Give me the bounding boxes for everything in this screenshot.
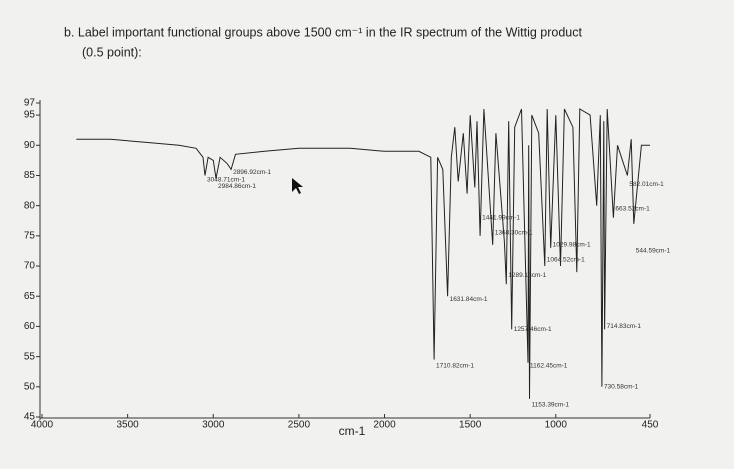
y-tick-label: 95 bbox=[24, 110, 36, 121]
y-tick-label: 97 bbox=[24, 98, 36, 109]
peak-label: 2896.92cm-1 bbox=[233, 169, 271, 176]
peak-label: 3048.71cm-1 bbox=[207, 176, 245, 183]
peak-label: 1153.39cm-1 bbox=[532, 402, 570, 409]
x-tick-label: 450 bbox=[642, 420, 659, 431]
cursor bbox=[292, 178, 303, 194]
y-tick-label: 60 bbox=[24, 321, 36, 332]
question-title: b. Label important functional groups abo… bbox=[64, 25, 583, 39]
peak-label: 1257.46cm-1 bbox=[514, 326, 552, 333]
x-tick-label: 3000 bbox=[202, 420, 225, 431]
y-tick-label: 75 bbox=[24, 230, 36, 241]
x-tick-label: 1000 bbox=[545, 420, 568, 431]
y-tick-label: 85 bbox=[24, 170, 36, 181]
peak-label: 1064.52cm-1 bbox=[547, 257, 585, 264]
y-tick-label: 50 bbox=[24, 381, 36, 392]
y-tick-label: 80 bbox=[24, 200, 36, 211]
peak-label: 1710.82cm-1 bbox=[436, 362, 474, 369]
x-tick-label: 2500 bbox=[288, 420, 311, 431]
x-tick-label: 4000 bbox=[31, 420, 54, 431]
spectrum-line bbox=[76, 108, 650, 399]
peak-label: 730.58cm-1 bbox=[604, 384, 639, 391]
y-tick-label: 70 bbox=[24, 261, 36, 272]
y-tick-label: 90 bbox=[24, 140, 36, 151]
peak-label: 1368.30cm-1 bbox=[495, 230, 533, 237]
x-axis-label: cm-1 bbox=[339, 424, 366, 438]
peak-label: 544.59cm-1 bbox=[636, 248, 671, 255]
peak-label: 1441.99cm-1 bbox=[482, 214, 520, 221]
peak-label: 1289.18cm-1 bbox=[508, 272, 546, 279]
x-tick-label: 2000 bbox=[373, 420, 396, 431]
peak-label: 663.52cm-1 bbox=[615, 205, 650, 212]
peak-label: 582.01cm-1 bbox=[629, 181, 664, 188]
y-tick-label: 45 bbox=[24, 412, 36, 423]
x-tick-label: 3500 bbox=[117, 420, 140, 431]
peak-label: 2984.86cm-1 bbox=[218, 183, 256, 190]
question-subtitle: (0.5 point): bbox=[82, 45, 142, 59]
peak-label: 1631.84cm-1 bbox=[450, 296, 488, 303]
y-tick-label: 55 bbox=[24, 351, 36, 362]
peak-label: 1162.45cm-1 bbox=[530, 362, 568, 369]
y-tick-label: 65 bbox=[24, 291, 36, 302]
peak-label: 1029.98cm-1 bbox=[553, 242, 591, 249]
peak-label: 714.83cm-1 bbox=[607, 323, 642, 330]
x-tick-label: 1500 bbox=[459, 420, 482, 431]
